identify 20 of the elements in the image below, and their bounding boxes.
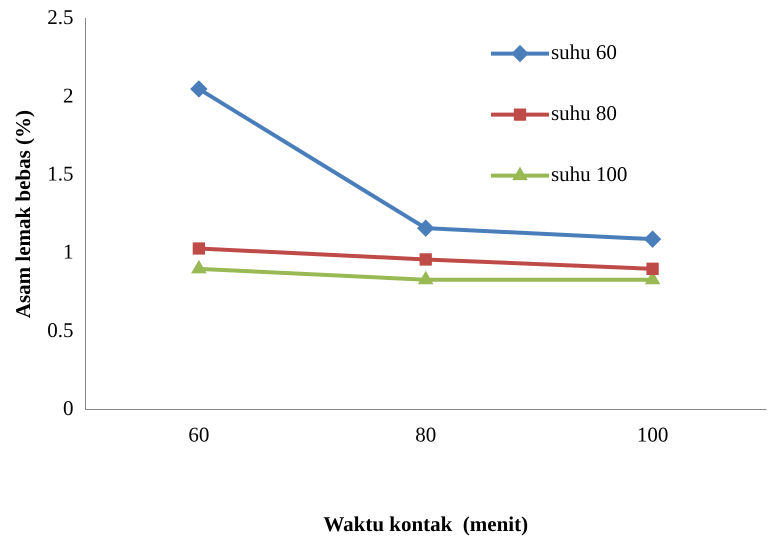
y-tick-label: 0.5 xyxy=(47,318,74,342)
legend-label: suhu 80 xyxy=(551,101,617,126)
y-axis-title: Asam lemak bebas (%) xyxy=(11,110,36,318)
y-tick-label: 0 xyxy=(62,396,74,420)
y-tick-label: 2 xyxy=(62,83,74,108)
x-tick-label: 80 xyxy=(415,422,436,447)
x-axis-title: Waktu kontak (menit) xyxy=(323,512,528,536)
legend-label: suhu 60 xyxy=(551,40,617,64)
y-tick-label: 2.5 xyxy=(47,5,74,30)
point xyxy=(646,262,659,275)
point xyxy=(190,80,208,98)
point xyxy=(420,253,432,266)
point xyxy=(644,230,662,248)
point xyxy=(192,242,206,255)
point xyxy=(417,220,434,237)
x-tick-label: 100 xyxy=(636,422,668,447)
x-tick-label: 60 xyxy=(188,422,210,447)
y-tick-label: 1 xyxy=(62,240,74,264)
y-tick-label: 1.5 xyxy=(47,162,74,186)
legend-label: suhu 100 xyxy=(551,162,628,186)
